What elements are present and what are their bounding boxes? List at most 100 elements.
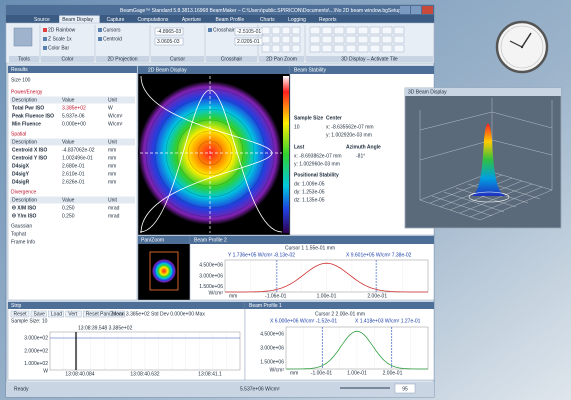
view3d-button[interactable]: [381, 44, 393, 53]
minimize-button[interactable]: [400, 6, 410, 14]
nav-button[interactable]: [261, 35, 271, 44]
view3d-button[interactable]: [369, 44, 381, 53]
view3d-button[interactable]: [321, 35, 333, 44]
ribbon-item[interactable]: Crosshair: [213, 27, 235, 33]
page-field[interactable]: [394, 383, 416, 394]
view3d-button[interactable]: [381, 26, 393, 35]
table-cell: mm: [108, 155, 116, 161]
ribbon-field[interactable]: [154, 37, 184, 46]
view3d-button[interactable]: [345, 26, 357, 35]
view3d-button[interactable]: [333, 35, 345, 44]
strip-button[interactable]: [30, 310, 47, 318]
view3d-button[interactable]: [309, 26, 321, 35]
dx: dx: 1.009e-05: [294, 181, 325, 187]
ribbon-icon[interactable]: [43, 28, 47, 32]
ribbon-item[interactable]: Centroid: [103, 36, 122, 42]
menu-tab[interactable]: Charts: [260, 17, 275, 23]
ribbon-item[interactable]: Z Scale 1x: [48, 36, 72, 42]
view3d-button[interactable]: [369, 35, 381, 44]
window-title: BeamGage™ Standard 5.8.3813.16968 BeamMa…: [120, 8, 401, 14]
strip-button[interactable]: [10, 310, 30, 318]
x-unit: mm: [229, 293, 237, 299]
ribbon-group-label-bg: [151, 56, 204, 62]
ribbon-item[interactable]: Color Bar: [48, 45, 69, 51]
menu-tab[interactable]: Reports: [319, 17, 337, 23]
view3d-button[interactable]: [333, 44, 345, 53]
nav-button[interactable]: [271, 26, 281, 35]
nav-button[interactable]: [281, 35, 291, 44]
strip-button-label[interactable]: Load: [51, 311, 62, 317]
nav-button[interactable]: [291, 35, 301, 44]
collapsed-section[interactable]: Frame Info: [11, 239, 35, 245]
status-page: 95: [402, 386, 408, 392]
ribbon-icon[interactable]: [43, 46, 47, 50]
status-bar: [6, 382, 434, 397]
nav-button[interactable]: [281, 44, 291, 53]
table-cell: 2.610e-01: [62, 171, 85, 177]
view3d-header: [405, 88, 561, 96]
ribbon-icon[interactable]: [208, 28, 212, 32]
view3d-button[interactable]: [309, 35, 321, 44]
strip-button[interactable]: [48, 310, 65, 318]
ribbon-group-label: 2D Pan Zoom: [266, 56, 297, 62]
strip-button[interactable]: [82, 310, 125, 318]
view3d-button[interactable]: [357, 26, 369, 35]
section-title[interactable]: Power/Energy: [11, 89, 43, 95]
ribbon-icon[interactable]: [98, 37, 102, 41]
strip-button-label[interactable]: Vert: [68, 311, 78, 317]
strip-button[interactable]: [65, 310, 82, 318]
azimuth-value: -81°: [356, 153, 365, 159]
table-header: Description: [12, 197, 37, 203]
view3d-button[interactable]: [321, 26, 333, 35]
maximize-button[interactable]: [411, 6, 421, 14]
view3d-ring: [468, 191, 510, 203]
table-cell: mm: [108, 147, 116, 153]
view3d-button[interactable]: [345, 44, 357, 53]
nav-button[interactable]: [291, 44, 301, 53]
tool-icon[interactable]: [13, 27, 33, 47]
view3d-button[interactable]: [357, 44, 369, 53]
collapsed-section[interactable]: Gaussian: [11, 223, 32, 229]
view3d-button[interactable]: [393, 35, 405, 44]
menu-tab[interactable]: Computations: [138, 17, 169, 23]
ribbon-item[interactable]: 2D Rainbow: [48, 27, 76, 33]
zoom-slider[interactable]: [340, 387, 390, 389]
nav-button[interactable]: [271, 35, 281, 44]
table-cell: 0.000e+00: [62, 121, 86, 127]
nav-button[interactable]: [291, 26, 301, 35]
collapsed-section[interactable]: Tophat: [11, 231, 27, 237]
nav-button[interactable]: [271, 44, 281, 53]
view3d-button[interactable]: [333, 26, 345, 35]
menu-tab[interactable]: Logging: [288, 17, 306, 23]
menu-tab[interactable]: Capture: [107, 17, 125, 23]
strip-button-label[interactable]: Save: [34, 311, 46, 317]
menu-tab[interactable]: Beam Profile: [216, 17, 245, 23]
view3d-button[interactable]: [321, 44, 333, 53]
close-button[interactable]: [422, 6, 433, 14]
view3d-button[interactable]: [393, 26, 405, 35]
strip-button-label[interactable]: Reset Pan/Zoom: [86, 311, 124, 317]
view3d-button[interactable]: [381, 35, 393, 44]
ribbon-field[interactable]: [154, 27, 184, 36]
nav-button[interactable]: [261, 44, 271, 53]
view3d-button[interactable]: [393, 44, 405, 53]
ribbon-icon[interactable]: [98, 28, 102, 32]
nav-button[interactable]: [261, 26, 271, 35]
ribbon-icon[interactable]: [43, 37, 47, 41]
section-title[interactable]: Spatial: [11, 131, 26, 137]
nav-button[interactable]: [281, 26, 291, 35]
menu-tab[interactable]: Aperture: [182, 17, 201, 23]
table-cell: Min Fluence: [12, 121, 41, 127]
view3d-button[interactable]: [357, 35, 369, 44]
view3d-button[interactable]: [369, 26, 381, 35]
ribbon-item[interactable]: Cursors: [103, 27, 121, 33]
sample-size-label: Sample Size: [294, 115, 323, 121]
menu-tab[interactable]: Beam Display: [62, 17, 93, 23]
view3d-button[interactable]: [345, 35, 357, 44]
strip-button-label[interactable]: Reset: [14, 311, 28, 317]
ribbon-group-label-bg: [41, 56, 94, 62]
table-cell: D4sigY: [12, 171, 30, 177]
menu-tab[interactable]: Source: [34, 17, 50, 23]
view3d-button[interactable]: [309, 44, 321, 53]
section-title[interactable]: Divergence: [11, 189, 37, 195]
